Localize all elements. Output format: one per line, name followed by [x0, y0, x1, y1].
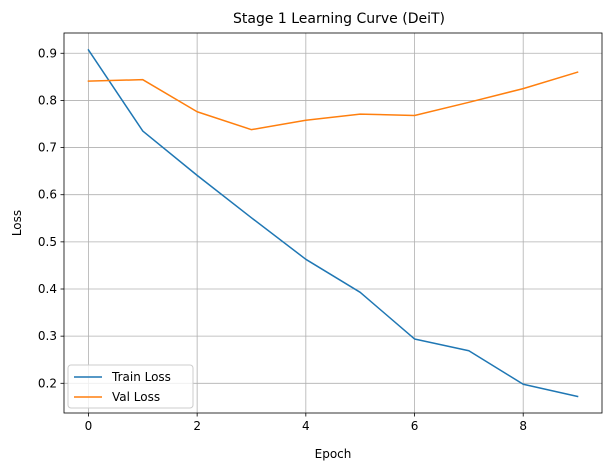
y-tick-label: 0.6 — [38, 188, 57, 202]
legend-label-train-loss: Train Loss — [111, 370, 171, 384]
x-tick-label: 6 — [411, 419, 419, 433]
axis-ticks: 0 2 4 6 8 0.2 0.3 0.4 0.5 0.6 0.7 0.8 0.9 — [38, 46, 527, 433]
y-tick-label: 0.5 — [38, 235, 57, 249]
chart-legend: Train Loss Val Loss — [67, 364, 194, 409]
y-tick-label: 0.3 — [38, 329, 57, 343]
plot-series — [87, 48, 579, 398]
grid-lines — [64, 33, 602, 413]
x-axis-label: Epoch — [315, 447, 352, 461]
y-tick-label: 0.4 — [38, 282, 57, 296]
x-tick-label: 4 — [302, 419, 310, 433]
y-tick-label: 0.7 — [38, 141, 57, 155]
x-tick-label: 2 — [193, 419, 201, 433]
series-line-train-loss — [87, 48, 579, 398]
y-tick-label: 0.2 — [38, 376, 57, 390]
x-tick-label: 8 — [519, 419, 527, 433]
legend-label-val-loss: Val Loss — [112, 390, 160, 404]
y-tick-label: 0.8 — [38, 93, 57, 107]
plot-frame — [63, 32, 603, 414]
x-tick-label: 0 — [85, 419, 93, 433]
y-axis-label: Loss — [10, 210, 24, 236]
chart-title: Stage 1 Learning Curve (DeiT) — [233, 11, 445, 27]
series-line-val-loss — [87, 71, 579, 131]
y-tick-label: 0.9 — [38, 46, 57, 60]
